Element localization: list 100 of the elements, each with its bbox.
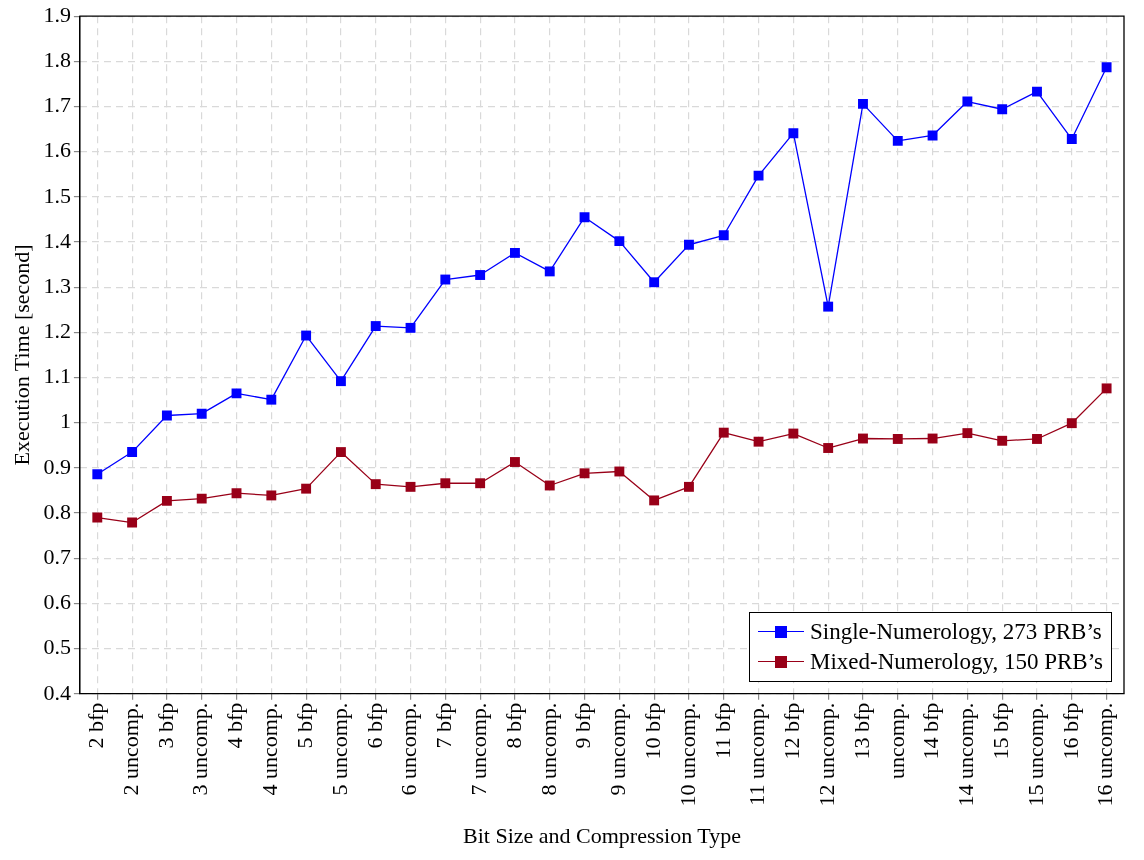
x-tick-label: 6 uncomp. — [396, 702, 422, 796]
point — [1032, 434, 1042, 444]
point — [231, 488, 242, 499]
point — [788, 128, 799, 139]
x-tick-label: 8 bfp — [500, 702, 526, 749]
x-tick-label: 8 uncomp. — [535, 702, 561, 796]
point — [892, 135, 903, 146]
point — [892, 434, 903, 444]
x-tick-label: 5 uncomp. — [326, 702, 352, 796]
y-tick-label: 0.4 — [43, 679, 71, 705]
point — [997, 435, 1008, 446]
x-tick-label: 14 bfp — [918, 702, 944, 760]
y-tick-label: 0.6 — [43, 589, 71, 615]
y-tick-label: 1 — [59, 408, 71, 434]
y-tick-label: 0.9 — [43, 453, 71, 479]
x-tick-label: 10 uncomp. — [674, 702, 700, 807]
point — [301, 483, 312, 494]
point — [684, 239, 694, 250]
x-tick-label: 4 uncomp. — [257, 702, 283, 796]
point — [335, 376, 346, 387]
point — [788, 428, 799, 439]
point — [1066, 418, 1077, 429]
point — [475, 478, 486, 489]
point — [370, 479, 381, 490]
x-tick-label: 7 uncomp. — [465, 702, 491, 796]
point — [266, 394, 277, 405]
point — [370, 321, 381, 331]
point — [997, 104, 1008, 115]
y-tick-label: 1.4 — [43, 227, 71, 253]
point — [196, 493, 207, 504]
point — [509, 247, 520, 258]
y-tick-label: 1.8 — [43, 47, 71, 73]
y-axis-title: Execution Time [second] — [8, 244, 34, 466]
point — [1032, 86, 1042, 97]
point — [231, 388, 242, 399]
point — [92, 469, 103, 480]
x-tick-label: 10 bfp — [639, 702, 665, 760]
point — [614, 236, 625, 247]
point — [1066, 134, 1077, 145]
y-tick-label: 1.1 — [43, 363, 71, 389]
point — [753, 436, 764, 447]
point — [684, 481, 694, 492]
legend-label: Mixed-Numerology, 150 PRB’s — [810, 648, 1104, 675]
x-tick-label: 15 uncomp. — [1022, 702, 1048, 807]
y-tick-label: 1.5 — [43, 182, 71, 208]
x-axis-title: Bit Size and Compression Type — [462, 822, 741, 848]
x-tick-label: 16 bfp — [1057, 702, 1083, 760]
point — [127, 517, 138, 528]
point — [579, 468, 590, 479]
y-tick-label: 0.5 — [43, 634, 71, 660]
y-tick-label: 0.7 — [43, 544, 71, 569]
point — [440, 274, 451, 285]
point — [544, 480, 555, 491]
point — [266, 490, 277, 501]
x-tick-label: 9 uncomp. — [605, 702, 631, 796]
point — [718, 427, 729, 438]
point — [161, 495, 172, 506]
point — [927, 433, 938, 444]
point — [335, 447, 346, 458]
y-tick-label: 1.9 — [43, 1, 71, 27]
point — [1101, 62, 1112, 73]
x-tick-label: 3 bfp — [152, 702, 178, 749]
x-tick-label: 11 bfp — [709, 702, 735, 759]
point — [962, 96, 973, 107]
point — [1101, 383, 1112, 394]
y-tick-label: 1.6 — [43, 137, 71, 163]
x-tick-label: 2 bfp — [83, 702, 109, 749]
x-tick-label: 12 uncomp. — [813, 702, 839, 807]
x-tick-label: 13 bfp — [848, 702, 874, 760]
x-tick-label: 5 bfp — [291, 702, 317, 749]
x-tick-label: 14 uncomp. — [953, 702, 979, 807]
point — [649, 277, 660, 288]
point — [509, 457, 520, 467]
x-tick-label: 12 bfp — [779, 702, 805, 760]
point — [440, 478, 451, 489]
x-tick-label: 15 bfp — [987, 702, 1013, 760]
point — [405, 481, 416, 492]
x-tick-label: 9 bfp — [570, 702, 596, 749]
point — [718, 230, 729, 241]
point — [405, 322, 416, 333]
point — [649, 495, 660, 506]
point — [927, 130, 938, 141]
y-tick-label: 1.2 — [43, 318, 71, 344]
point — [823, 443, 834, 453]
point — [858, 433, 868, 444]
x-tick-label: 16 uncomp. — [1092, 702, 1118, 807]
point — [544, 266, 555, 277]
x-tick-label: 7 bfp — [431, 702, 457, 749]
point — [92, 512, 103, 523]
x-tick-label: 2 uncomp. — [117, 702, 143, 796]
point — [962, 428, 973, 439]
y-tick-label: 0.8 — [43, 498, 71, 524]
point — [614, 466, 625, 477]
point — [161, 410, 172, 421]
point — [858, 98, 868, 109]
point — [196, 408, 207, 419]
x-tick-label: 3 uncomp. — [187, 702, 213, 796]
y-tick-label: 1.3 — [43, 272, 71, 298]
x-tick-label: uncomp. — [883, 702, 909, 780]
legend-label: Single-Numerology, 273 PRB’s — [810, 618, 1102, 645]
